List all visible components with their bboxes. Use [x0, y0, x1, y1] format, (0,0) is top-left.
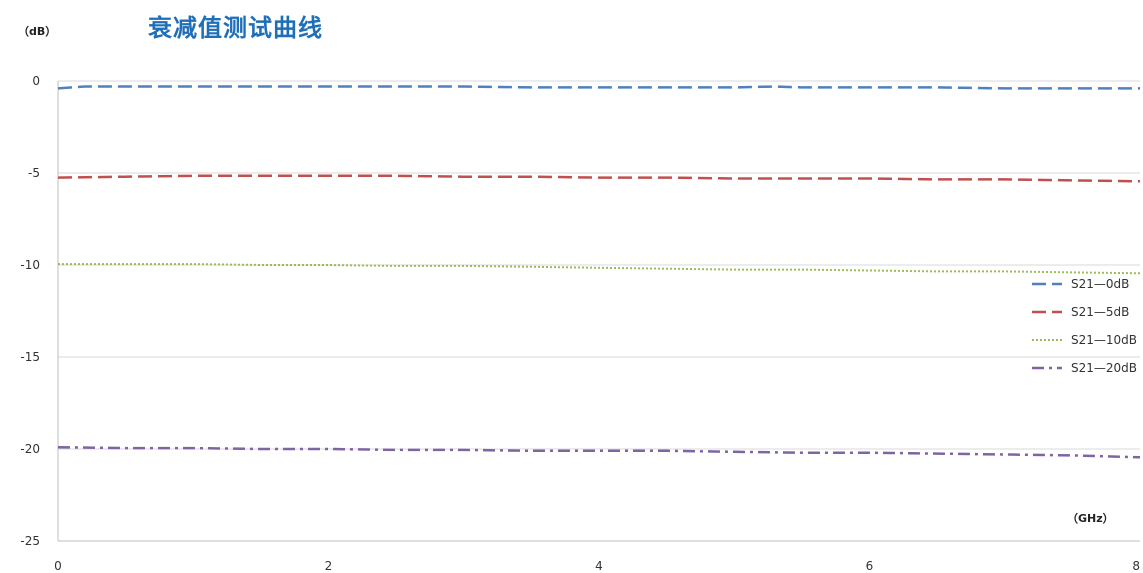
- legend-label: S21—20dB: [1071, 361, 1137, 375]
- x-tick-label: 6: [866, 559, 874, 573]
- y-tick-label: -15: [20, 350, 40, 364]
- legend-label: S21—0dB: [1071, 277, 1129, 291]
- series-lines: [57, 85, 1141, 459]
- x-tick-label: 0: [54, 559, 62, 573]
- y-tick-label: -25: [20, 534, 40, 548]
- legend-label: S21—5dB: [1071, 305, 1129, 319]
- series-line-4: [57, 445, 1141, 459]
- legend: S21—0dB S21—5dB S21—10dB S21—20dB: [1032, 277, 1137, 375]
- y-tick-label: 0: [32, 74, 40, 88]
- y-tick-label: -20: [20, 442, 40, 456]
- x-tick-label: 4: [595, 559, 603, 573]
- x-tick-label: 8: [1132, 559, 1140, 573]
- y-tick-label: -5: [28, 166, 40, 180]
- tick-labels: 0 -5 -10 -15 -20 -25 0 2 4 6 8: [20, 74, 1140, 573]
- legend-label: S21—10dB: [1071, 333, 1137, 347]
- x-axis-unit-label: （GHz）: [1067, 512, 1114, 525]
- grid-lines: [58, 80, 1140, 542]
- chart-title: 衰减值测试曲线: [148, 14, 323, 42]
- x-tick-label: 2: [325, 559, 333, 573]
- y-axis-unit-label: （dB）: [18, 25, 57, 38]
- series-line-2: [57, 174, 1141, 183]
- axes: [57, 81, 1140, 542]
- series-line-3: [58, 263, 1141, 275]
- series-line-1: [57, 85, 1140, 90]
- y-tick-label: -10: [20, 258, 40, 272]
